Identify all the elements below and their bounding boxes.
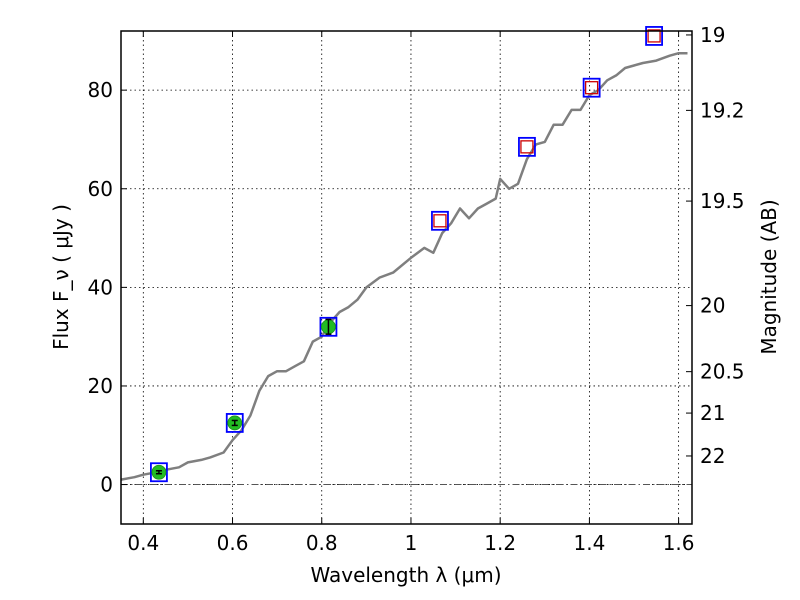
y-axis-label: Flux F_ν ( μJy ) [49, 204, 73, 350]
upper-limit-square-marker [584, 81, 599, 95]
x-tick-label: 0.8 [306, 531, 338, 555]
x-tick-label: 1.4 [573, 531, 605, 555]
model-square-marker [431, 210, 449, 231]
upper-limit-square-marker [647, 29, 661, 43]
x-tick-label: 1.2 [484, 531, 516, 555]
right-tick-label: 19.5 [700, 189, 745, 213]
right-axis-label: Magnitude (AB) [757, 199, 781, 354]
x-axis: 0.4 0.6 0.8 1 1.2 1.4 1.6 [127, 31, 695, 555]
x-axis-label: Wavelength λ (μm) [310, 563, 501, 587]
right-tick-label: 19 [700, 23, 725, 47]
photometry-layer [150, 26, 663, 483]
upper-limit-square-marker [520, 140, 534, 154]
model-square-marker [319, 316, 338, 337]
x-tick-label: 0.4 [127, 531, 159, 555]
model-square-marker [150, 462, 168, 483]
right-tick-label: 20 [700, 294, 725, 318]
model-square-marker [518, 136, 536, 157]
right-tick-label: 19.2 [700, 98, 745, 122]
y-axis: 0 20 40 60 80 [88, 78, 127, 497]
model-square-marker [645, 26, 663, 46]
right-tick-label: 22 [700, 444, 725, 468]
right-tick-label: 21 [700, 401, 725, 425]
y-tick-label: 0 [100, 473, 113, 497]
spectrum-line [120, 51, 688, 481]
x-tick-label: 0.6 [217, 531, 249, 555]
y-tick-label: 80 [88, 78, 113, 102]
plot-frame [120, 30, 693, 525]
x-tick-label: 1.6 [663, 531, 695, 555]
spectrum-layer [120, 51, 688, 481]
y-tick-label: 20 [88, 374, 113, 398]
upper-limit-square-marker [433, 214, 447, 228]
y-tick-label: 40 [88, 275, 113, 299]
x-tick-label: 1 [405, 531, 418, 555]
right-axis: 19 19.2 19.5 20 20.5 21 22 [686, 23, 745, 468]
right-tick-label: 20.5 [700, 360, 745, 384]
model-square-marker [582, 77, 601, 98]
y-tick-label: 60 [88, 177, 113, 201]
grid [121, 31, 692, 524]
model-square-marker [225, 413, 244, 433]
